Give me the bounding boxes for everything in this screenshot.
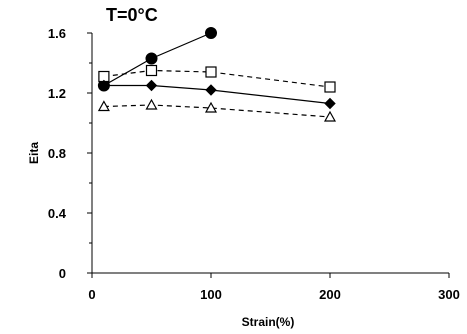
data-point xyxy=(205,27,217,39)
data-point xyxy=(323,110,337,122)
x-tick-label: 300 xyxy=(438,287,460,302)
series-line xyxy=(103,69,331,88)
axes-layer: 0 0.4 0.8 1.2 1.6 0 100 200 300 xyxy=(48,26,460,302)
x-tick-label: 0 xyxy=(88,287,95,302)
data-point xyxy=(145,64,158,77)
y-tick-label: 1.2 xyxy=(48,86,66,101)
data-point xyxy=(145,79,158,92)
y-tick-label: 0.4 xyxy=(48,206,67,221)
y-axis-label: Eita xyxy=(27,142,41,164)
data-point xyxy=(98,79,110,92)
data-point xyxy=(205,84,217,96)
series-3 xyxy=(98,79,336,110)
data-point xyxy=(204,101,218,113)
chart-title: T=0°C xyxy=(106,5,158,25)
series-layer xyxy=(97,27,337,122)
series-line xyxy=(103,84,331,105)
series-2 xyxy=(98,64,336,93)
x-tick-label: 100 xyxy=(200,287,222,302)
y-tick-label: 0.8 xyxy=(48,146,66,161)
y-tick-label: 1.6 xyxy=(48,26,66,41)
data-point xyxy=(145,52,158,65)
data-point xyxy=(145,98,158,110)
data-point xyxy=(205,66,217,78)
x-tick-label: 200 xyxy=(319,287,341,302)
series-1 xyxy=(97,27,217,92)
series-line xyxy=(103,104,331,118)
data-point xyxy=(324,81,336,93)
y-tick-label: 0 xyxy=(59,266,66,281)
data-point xyxy=(324,97,336,110)
data-point xyxy=(97,100,110,112)
x-axis-label: Strain(%) xyxy=(242,315,295,329)
series-4 xyxy=(97,98,337,122)
